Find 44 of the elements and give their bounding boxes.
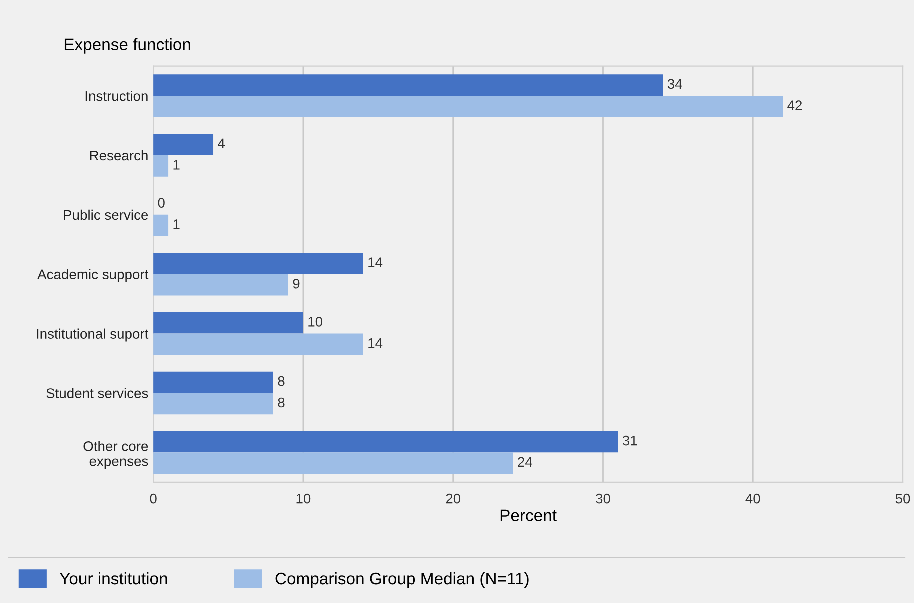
bar: [154, 134, 214, 156]
x-tick-label: 20: [446, 494, 461, 504]
data-label: 1: [174, 220, 180, 230]
data-label: 4: [218, 138, 225, 148]
bar: [154, 74, 664, 96]
data-label: 1: [174, 160, 180, 170]
bar: [154, 155, 169, 177]
y-tick-label: Other core expenses: [84, 441, 148, 470]
y-tick-label: Academic support: [38, 269, 149, 282]
data-label: 9: [293, 278, 300, 289]
x-tick-label: 0: [150, 494, 157, 504]
x-tick-label: 40: [746, 494, 760, 504]
x-tick-label: 30: [596, 494, 610, 504]
bar: [154, 96, 784, 118]
y-tick-label: Instruction: [86, 91, 148, 102]
legend-label: Comparison Group Median (N=11): [276, 572, 529, 588]
y-tick-label: Student services: [46, 388, 148, 398]
data-label: 10: [308, 317, 323, 327]
x-tick-label: 10: [296, 494, 311, 504]
data-label: 8: [278, 398, 285, 408]
data-label: 31: [622, 436, 638, 446]
data-label: 8: [278, 376, 285, 386]
bar: [154, 334, 364, 356]
x-axis-title: Percent: [500, 510, 557, 522]
bar: [154, 431, 618, 453]
data-label: 24: [518, 457, 533, 467]
legend-label: Your institution: [60, 572, 168, 585]
y-tick-label: Institutional suport: [37, 328, 149, 342]
data-label: 14: [368, 258, 383, 268]
data-label: 34: [668, 79, 682, 90]
bar: [154, 452, 514, 474]
bar: [154, 214, 169, 236]
x-tick-label: 50: [896, 494, 910, 504]
data-label: 14: [368, 338, 383, 348]
data-label: 0: [158, 198, 165, 208]
bar: [154, 393, 274, 415]
bar: [154, 372, 274, 394]
bar: [154, 252, 364, 274]
bar: [154, 312, 304, 334]
y-tick-label: Research: [90, 150, 148, 161]
data-label: 42: [788, 100, 802, 110]
y-tick-label: Public service: [64, 210, 148, 220]
y-axis-title: Expense function: [64, 38, 190, 54]
bar: [154, 274, 288, 296]
